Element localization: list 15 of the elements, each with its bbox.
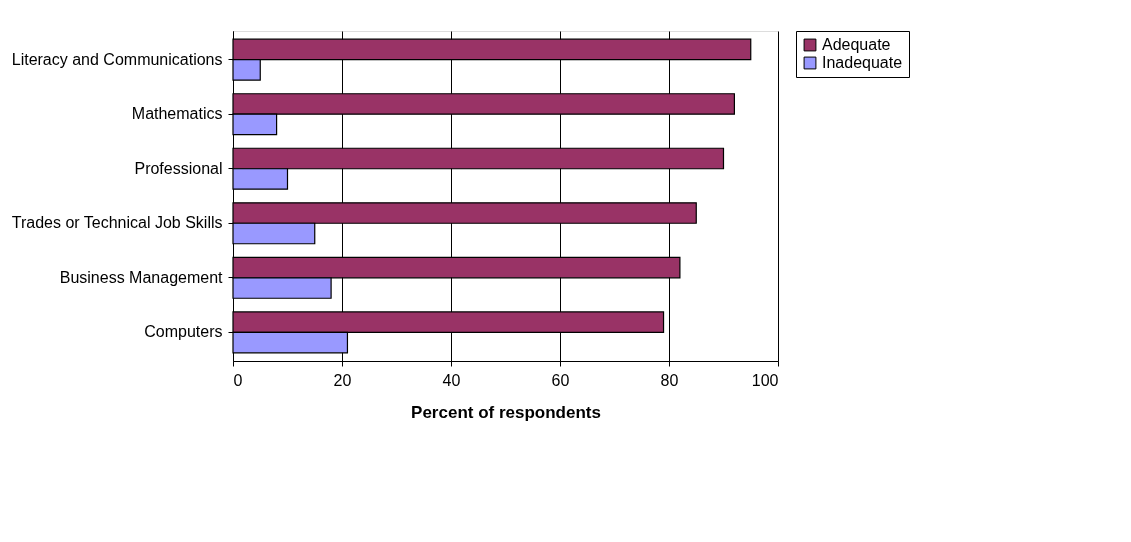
- y-tick-label: Literacy and Communications: [11, 50, 223, 68]
- x-tick-label: 60: [551, 371, 570, 389]
- x-tick-label: 0: [233, 371, 243, 389]
- y-tick-label: Mathematics: [131, 105, 223, 123]
- y-tick-label: Computers: [144, 323, 223, 341]
- x-tick-label: 20: [333, 371, 352, 389]
- y-tick-label: Professional: [134, 159, 223, 177]
- legend-label: Inadequate: [822, 54, 903, 71]
- x-tick-label: 40: [442, 371, 461, 389]
- x-tick-label: 80: [660, 371, 679, 389]
- legend-label: Adequate: [822, 36, 891, 53]
- x-tick-label: 100: [751, 371, 779, 389]
- x-axis-title: Percent of respondents: [411, 402, 601, 422]
- y-tick-label: Business Management: [59, 268, 224, 286]
- y-tick-label: Trades or Technical Job Skills: [11, 214, 223, 232]
